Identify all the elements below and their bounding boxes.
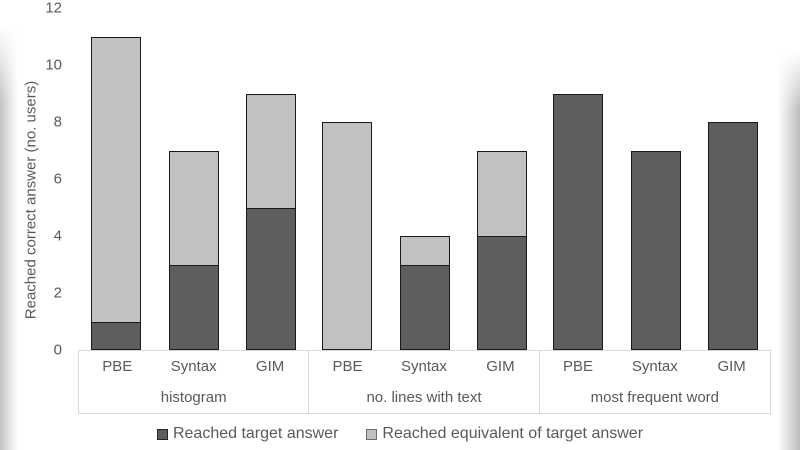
- legend-item-equivalent-answer: Reached equivalent of target answer: [366, 425, 643, 443]
- category-label: PBE: [102, 358, 133, 375]
- y-tick-label: 12: [45, 0, 62, 17]
- legend-label-target-answer: Reached target answer: [172, 425, 339, 442]
- bar-segment-equivalent: [322, 122, 372, 350]
- y-tick-label: 0: [53, 341, 62, 359]
- x-axis-label-box: PBE Syntax GIM histogram PBE Syntax GIM no. lin…: [78, 350, 771, 414]
- x-axis-group: PBE Syntax GIM histogram: [79, 351, 310, 413]
- bar-segment-target: [246, 207, 296, 350]
- bar-group: [78, 8, 309, 350]
- stacked-bar: [91, 36, 141, 350]
- bar-group: [309, 8, 540, 350]
- bar-segment-target: [630, 150, 681, 350]
- x-axis-group: PBE Syntax GIM most frequent word: [540, 351, 770, 413]
- bar-group: [540, 8, 771, 350]
- category-label: GIM: [255, 358, 285, 375]
- group-label: most frequent word: [590, 389, 720, 406]
- legend-item-target-answer: Reached target answer: [156, 425, 339, 443]
- category-label: Syntax: [170, 358, 217, 375]
- y-tick-label: 2: [53, 284, 62, 302]
- bar-segment-equivalent: [477, 150, 527, 236]
- category-label: GIM: [486, 358, 515, 375]
- group-label: histogram: [160, 389, 227, 406]
- stacked-bar: [168, 150, 219, 350]
- right-edge-shadow: [775, 52, 800, 450]
- y-tick-label: 10: [45, 56, 62, 74]
- stacked-bar: [246, 93, 296, 350]
- stacked-bar: [399, 236, 450, 350]
- stacked-bar: [630, 150, 681, 350]
- stacked-bar: [322, 122, 372, 350]
- category-label: Syntax: [631, 358, 678, 375]
- legend-swatch-dark: [156, 428, 168, 440]
- legend-swatch-light: [366, 428, 378, 440]
- bar-segment-target: [399, 264, 450, 350]
- plot-area: [78, 8, 771, 350]
- bar-segment-target: [91, 321, 141, 350]
- category-label: Syntax: [401, 358, 447, 375]
- bar-segment-target: [477, 236, 527, 350]
- y-axis-tick-labels: 0 2 4 6 8 10 12: [0, 0, 62, 450]
- group-label: no. lines with text: [366, 389, 482, 406]
- x-axis-group: PBE Syntax GIM no. lines with text: [309, 351, 540, 413]
- legend: Reached target answer Reached equivalent…: [0, 421, 800, 447]
- bar-segment-equivalent: [168, 150, 219, 265]
- bar-segment-target: [708, 122, 758, 350]
- stacked-bar: [477, 150, 527, 350]
- y-tick-label: 6: [53, 170, 62, 188]
- category-label: PBE: [563, 358, 594, 375]
- bar-segment-target: [553, 93, 603, 350]
- category-label: GIM: [717, 358, 746, 375]
- bar-segment-equivalent: [246, 93, 296, 208]
- stacked-bar: [553, 93, 603, 350]
- bar-segment-target: [168, 264, 219, 350]
- category-label: PBE: [332, 358, 363, 375]
- y-tick-label: 4: [53, 227, 62, 245]
- stacked-bar: [708, 122, 758, 350]
- bar-segment-equivalent: [91, 36, 141, 322]
- bar-segment-equivalent: [399, 236, 450, 265]
- legend-label-equivalent-answer: Reached equivalent of target answer: [382, 425, 644, 442]
- y-tick-label: 8: [53, 113, 62, 131]
